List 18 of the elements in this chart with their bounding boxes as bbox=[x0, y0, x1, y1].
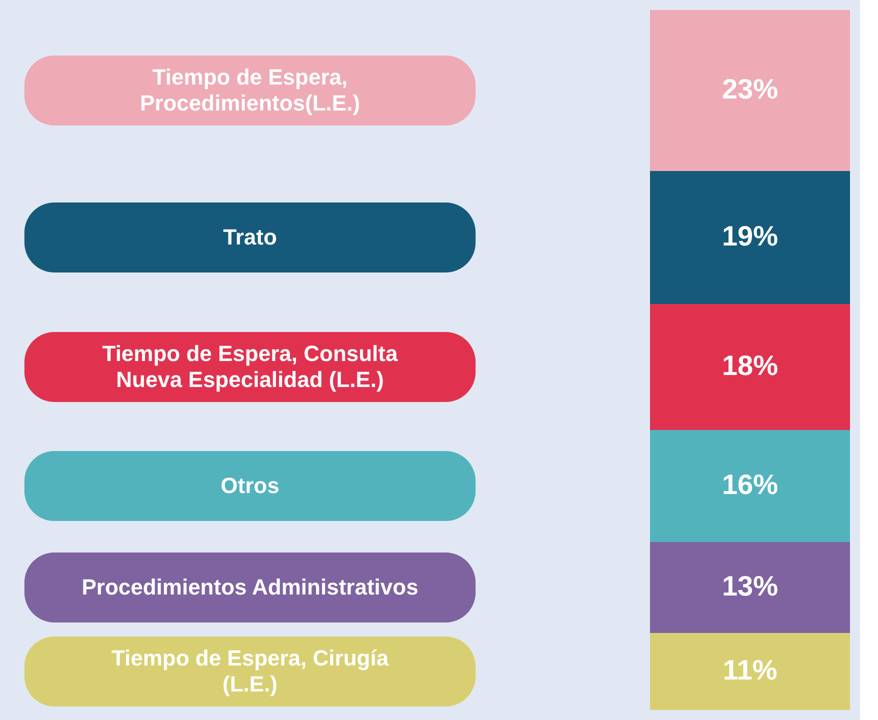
data-label: 23% bbox=[722, 74, 778, 104]
text: Trato bbox=[223, 224, 277, 250]
text: Procedimientos Administrativos bbox=[82, 574, 418, 600]
bar bbox=[650, 304, 850, 430]
bar bbox=[650, 171, 850, 304]
bar bbox=[650, 10, 850, 171]
text: Tiempo de Espera, Procedimientos(L.E.) bbox=[140, 64, 360, 116]
data-label: 13% bbox=[722, 570, 778, 602]
data-label: 16% bbox=[722, 469, 778, 500]
data-label: 19% bbox=[722, 220, 778, 252]
bar bbox=[650, 430, 850, 542]
text: Tiempo de Espera, Cirugía (L.E.) bbox=[111, 646, 390, 696]
bar bbox=[650, 542, 850, 633]
text: Tiempo de Espera, Consulta Nueva Especialidad (L.E.) bbox=[102, 341, 398, 392]
data-label: 11% bbox=[722, 654, 778, 686]
text: Otros bbox=[220, 473, 280, 498]
bar bbox=[650, 633, 850, 710]
data-label: 18% bbox=[722, 350, 778, 381]
